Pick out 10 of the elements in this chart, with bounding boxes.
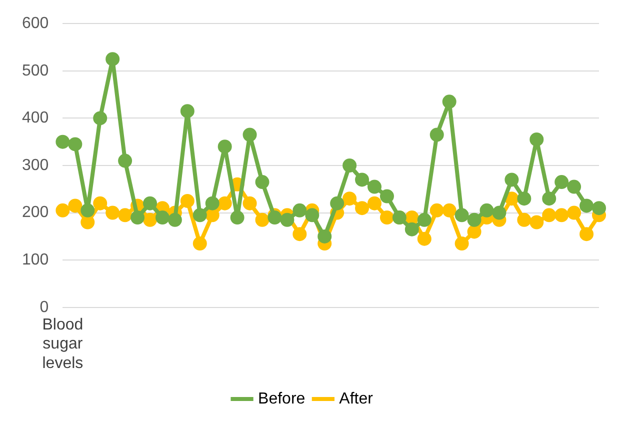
legend-label: After	[339, 390, 374, 408]
y-tick-label: 600	[22, 15, 49, 32]
y-tick-label: 400	[22, 110, 49, 127]
y-tick-label: 200	[22, 204, 49, 222]
legend-label: Before	[258, 390, 306, 408]
y-tick-label: 300	[22, 156, 49, 174]
y-tick-label: 100	[22, 252, 49, 269]
x-tick-label: Blood sugar levels	[42, 316, 84, 372]
y-tick-label: 0	[40, 298, 49, 316]
y-tick-label: 500	[22, 62, 49, 80]
